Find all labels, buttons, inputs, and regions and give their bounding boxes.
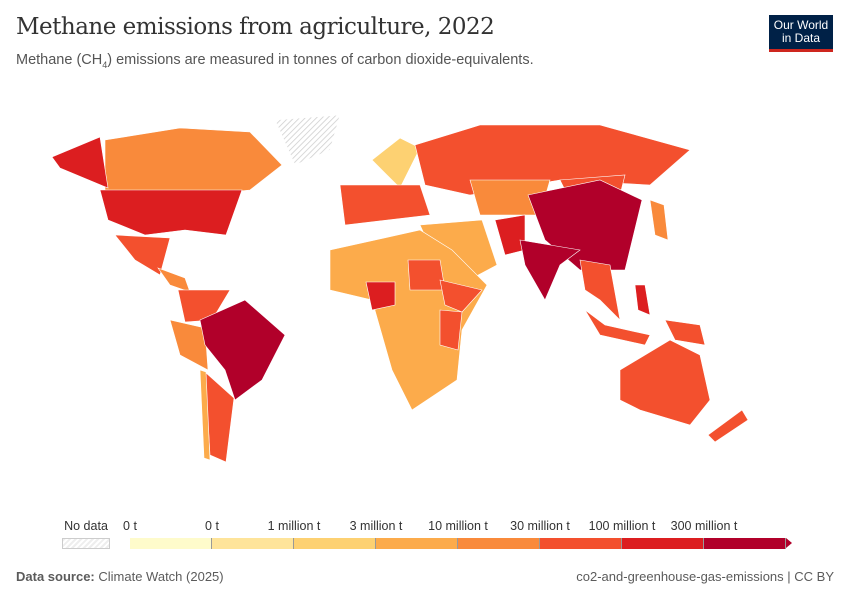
legend-bin[interactable]	[376, 538, 458, 549]
data-source: Data source: Climate Watch (2025)	[16, 569, 224, 584]
logo-line: in Data	[781, 31, 821, 45]
legend-bin[interactable]	[704, 538, 786, 549]
country-southeast-asia[interactable]	[579, 259, 621, 321]
legend-no-data-label: No data	[64, 519, 108, 533]
legend-bin[interactable]	[294, 538, 376, 549]
subtitle: Methane (CH4) emissions are measured in …	[16, 52, 534, 70]
world-map	[51, 114, 749, 463]
legend-no-data-swatch[interactable]	[62, 538, 110, 549]
legend-bin[interactable]	[540, 538, 622, 549]
legend-label: 10 million t	[428, 519, 488, 533]
country-pakistan[interactable]	[494, 214, 526, 256]
country-papua[interactable]	[664, 319, 706, 346]
logo-line: Our World	[773, 18, 829, 32]
source-link[interactable]: Climate Watch (2025)	[98, 569, 224, 584]
country-brazil[interactable]	[199, 299, 286, 401]
subtitle-text-end: ) emissions are measured in tonnes of ca…	[107, 52, 534, 68]
country-africa[interactable]	[329, 229, 488, 411]
country-canada[interactable]	[104, 127, 283, 196]
country-new-zealand[interactable]	[707, 409, 749, 443]
country-nigeria[interactable]	[365, 281, 396, 311]
legend-label: 30 million t	[510, 519, 570, 533]
country-scandinavia[interactable]	[371, 137, 421, 189]
country-east-africa[interactable]	[439, 309, 463, 351]
legend-arrow	[786, 538, 792, 548]
footer-right[interactable]: co2-and-greenhouse-gas-emissions | CC BY	[576, 569, 834, 584]
page-title: Methane emissions from agriculture, 2022	[16, 14, 495, 40]
legend-bin[interactable]	[622, 538, 704, 549]
legend-bin[interactable]	[212, 538, 294, 549]
country-greenland[interactable]	[274, 114, 341, 166]
country-russia[interactable]	[414, 124, 691, 196]
country-alaska[interactable]	[51, 136, 109, 189]
legend-label: 300 million t	[670, 519, 738, 533]
subtitle-text: Methane (CH	[16, 52, 103, 68]
country-philippines[interactable]	[634, 284, 651, 316]
legend-label: 3 million t	[349, 519, 403, 533]
country-india[interactable]	[519, 239, 581, 301]
country-chile[interactable]	[199, 369, 211, 461]
country-australia[interactable]	[619, 339, 711, 426]
legend-label: 0 t	[123, 519, 137, 533]
country-peru-bolivia[interactable]	[169, 319, 209, 371]
legend-bin[interactable]	[130, 538, 212, 549]
country-mexico[interactable]	[114, 234, 171, 276]
subtitle-subscript: 4	[102, 59, 108, 70]
legend-bin[interactable]	[458, 538, 540, 549]
owid-logo[interactable]: Our World in Data	[769, 15, 833, 52]
country-sudan[interactable]	[407, 259, 446, 291]
country-western-europe[interactable]	[339, 184, 431, 226]
country-usa[interactable]	[99, 189, 243, 236]
legend-label: 1 million t	[267, 519, 321, 533]
legend-label: 100 million t	[588, 519, 656, 533]
country-japan[interactable]	[649, 199, 669, 241]
legend-label: 0 t	[205, 519, 219, 533]
country-indonesia[interactable]	[584, 309, 651, 346]
country-central-america[interactable]	[157, 267, 191, 293]
source-label: Data source:	[16, 569, 95, 584]
